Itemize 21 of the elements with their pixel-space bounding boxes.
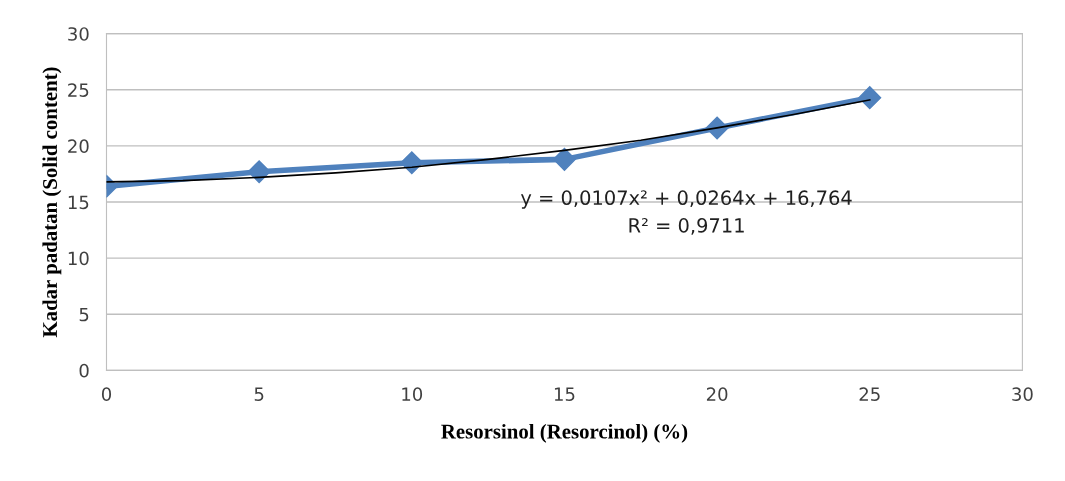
x-tick-label: 25 (859, 387, 880, 402)
point (400, 151, 424, 175)
point (552, 147, 576, 171)
y-tick-label: 25 (68, 83, 89, 97)
point (858, 86, 882, 110)
y-tick-label: 20 (68, 139, 89, 154)
x-tick-label: 30 (1012, 387, 1033, 402)
y-tick-label: 30 (68, 27, 89, 41)
point (247, 160, 271, 184)
x-tick-label: 0 (101, 387, 112, 402)
x-tick-label: 10 (402, 387, 423, 402)
y-axis-title: Kadar padatan (Solid content) (42, 67, 62, 338)
y-tick-label: 5 (79, 307, 89, 322)
annotation: y = 0,0107x² + 0,0264x + 16,764 R² = 0,9711 (520, 190, 852, 235)
x-tick-label: 15 (554, 387, 575, 402)
y-tick-label: 10 (68, 251, 89, 266)
y-tick-label: 0 (79, 363, 89, 378)
x-axis-title: Resorsinol (Resorcinol) (%) (441, 423, 688, 443)
x-tick-label: 5 (254, 387, 264, 402)
x-tick-label: 20 (706, 387, 728, 402)
y-tick-label: 15 (68, 195, 89, 210)
